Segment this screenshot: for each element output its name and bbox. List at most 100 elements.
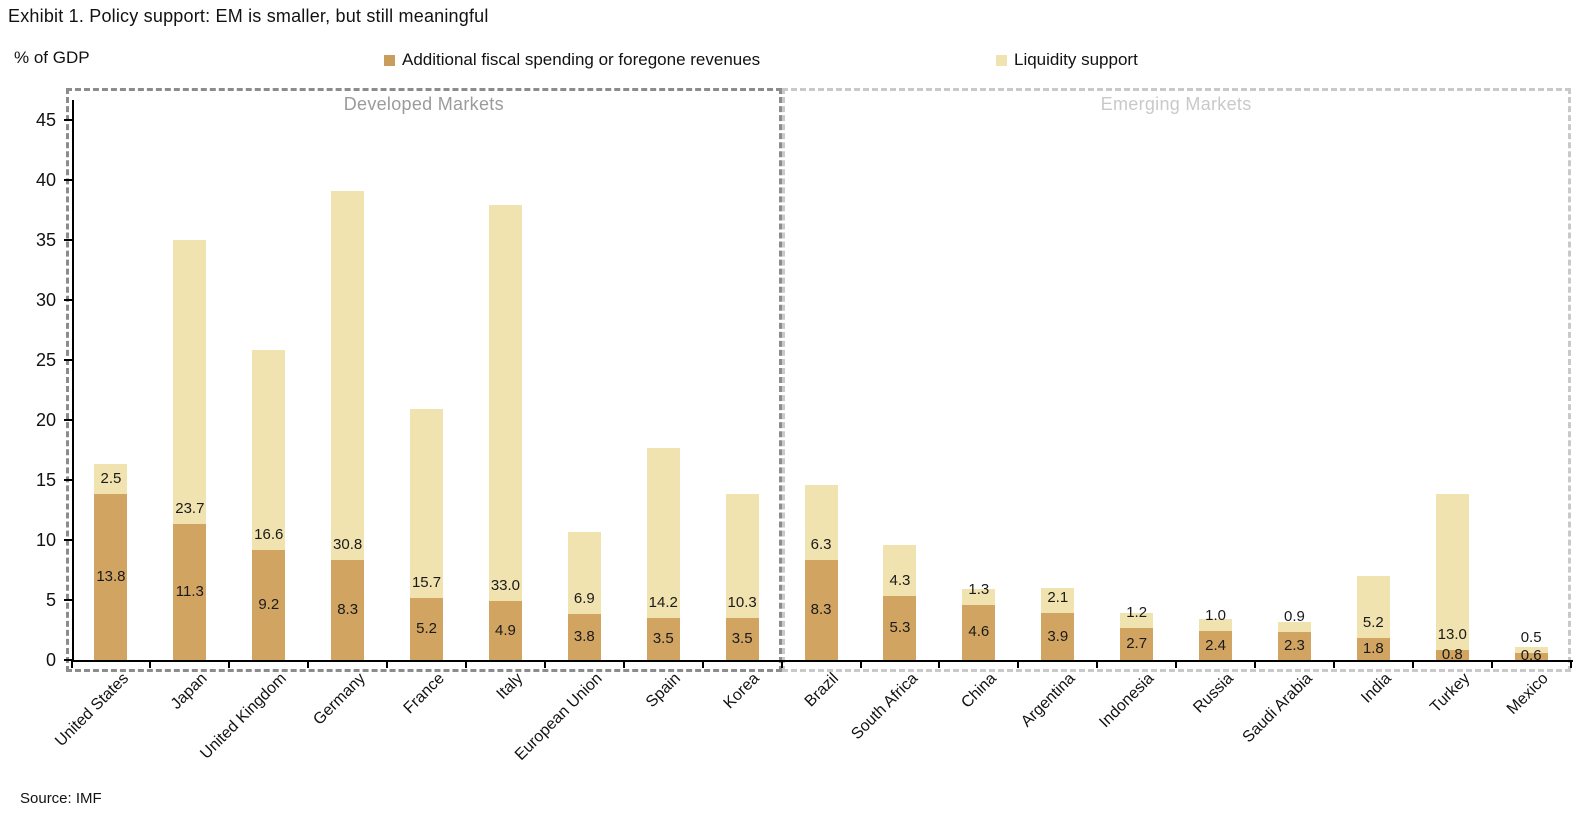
x-axis-label-russia: Russia: [1189, 670, 1237, 717]
bar-fiscal-argentina: [1041, 613, 1075, 660]
x-axis-label-united-states: United States: [52, 670, 132, 750]
x-axis-tick: [938, 660, 941, 668]
y-axis-tick-label: 30: [35, 290, 56, 310]
value-label-liquidity-brazil: 6.3: [810, 536, 832, 554]
x-axis-tick: [149, 660, 152, 668]
group-label-developed-markets: Developed Markets: [343, 94, 504, 114]
value-label-liquidity-argentina: 2.1: [1047, 589, 1069, 607]
bar-liquidity-japan: [173, 240, 207, 525]
bar-liquidity-mexico: [1514, 646, 1548, 653]
value-label-fiscal-spain: 3.5: [652, 630, 674, 647]
x-axis-tick: [1332, 660, 1335, 668]
bar-liquidity-south-africa: [883, 544, 917, 597]
y-axis-tick: [63, 239, 72, 241]
value-label-fiscal-south-africa: 5.3: [889, 619, 911, 637]
value-label-fiscal-germany: 8.3: [337, 601, 359, 619]
value-label-liquidity-china: 1.3: [968, 580, 990, 598]
bar-fiscal-india: [1356, 638, 1390, 660]
chart-title: Exhibit 1. Policy support: EM is smaller…: [8, 6, 489, 26]
value-label-fiscal-france: 5.2: [416, 619, 437, 637]
bar-fiscal-italy: [488, 601, 522, 660]
x-axis-label-indonesia: Indonesia: [1096, 670, 1158, 732]
value-label-fiscal-mexico: 0.6: [1520, 647, 1542, 665]
value-label-fiscal-india: 1.8: [1362, 640, 1384, 658]
y-axis-tick-label: 15: [35, 470, 56, 490]
y-axis-tick-label: 40: [35, 170, 56, 190]
value-label-liquidity-united-kingdom: 16.6: [254, 525, 284, 543]
bar-liquidity-saudi-arabia: [1277, 621, 1311, 633]
bar-fiscal-france: [410, 597, 444, 660]
x-axis-label-china: China: [958, 670, 1000, 712]
x-axis-label-brazil: Brazil: [801, 670, 843, 711]
bar-fiscal-united-states: [94, 494, 128, 660]
value-label-liquidity-indonesia: 1.2: [1126, 603, 1148, 621]
value-label-liquidity-mexico: 0.5: [1520, 628, 1542, 646]
y-axis-tick: [63, 599, 72, 601]
value-label-fiscal-russia: 2.4: [1205, 636, 1226, 654]
x-axis-tick: [859, 660, 862, 668]
x-axis-label-united-kingdom: United Kingdom: [197, 670, 290, 763]
bar-fiscal-russia: [1199, 631, 1233, 660]
y-axis-tick: [63, 119, 72, 121]
value-label-liquidity-russia: 1.0: [1205, 607, 1226, 625]
y-axis-tick: [63, 539, 72, 541]
value-label-fiscal-indonesia: 2.7: [1126, 634, 1148, 652]
value-label-liquidity-united-states: 2.5: [100, 470, 122, 488]
value-label-liquidity-saudi-arabia: 0.9: [1284, 608, 1305, 626]
y-axis-tick: [63, 419, 72, 421]
x-axis-label-argentina: Argentina: [1018, 670, 1079, 731]
bar-fiscal-indonesia: [1120, 627, 1154, 660]
x-axis-label-italy: Italy: [493, 670, 527, 703]
bar-fiscal-turkey: [1435, 650, 1469, 660]
legend-item-fiscal: Additional fiscal spending or foregone r…: [384, 50, 760, 70]
x-axis-label-japan: Japan: [168, 670, 211, 713]
value-label-fiscal-brazil: 8.3: [810, 601, 832, 619]
y-axis-tick-label: 35: [35, 230, 56, 250]
group-box-developed-markets: [66, 88, 782, 672]
bar-liquidity-european-union: [567, 531, 601, 615]
x-axis-tick: [1017, 660, 1020, 668]
x-axis-tick: [1096, 660, 1099, 668]
value-label-liquidity-european-union: 6.9: [573, 590, 595, 608]
bar-liquidity-germany: [331, 190, 365, 561]
y-axis-tick-label: 45: [35, 110, 56, 130]
x-axis-tick: [307, 660, 310, 668]
value-label-fiscal-european-union: 3.8: [573, 628, 595, 646]
bar-fiscal-korea: [725, 618, 759, 660]
source-note: Source: IMF: [20, 790, 102, 807]
y-axis-tick: [63, 359, 72, 361]
x-axis-tick: [1490, 660, 1493, 668]
value-label-liquidity-korea: 10.3: [727, 594, 757, 611]
x-axis-label-korea: Korea: [720, 670, 764, 713]
value-label-fiscal-saudi-arabia: 2.3: [1284, 637, 1305, 655]
bar-fiscal-brazil: [804, 560, 838, 660]
legend-label-liquidity: Liquidity support: [1014, 50, 1138, 69]
x-axis-tick: [465, 660, 467, 668]
x-axis-tick: [386, 660, 389, 668]
y-axis-tick: [63, 479, 72, 481]
value-label-liquidity-india: 5.2: [1362, 614, 1384, 632]
legend-swatch-fiscal-icon: [384, 54, 395, 66]
x-axis-tick: [228, 660, 231, 668]
x-axis-tick: [780, 660, 783, 668]
x-axis-label-mexico: Mexico: [1504, 670, 1553, 718]
bar-fiscal-saudi-arabia: [1277, 632, 1311, 660]
bar-fiscal-united-kingdom: [252, 549, 286, 660]
y-axis-tick-label: 10: [35, 530, 56, 550]
legend-item-liquidity: Liquidity support: [996, 50, 1138, 70]
x-axis-tick: [1569, 660, 1572, 668]
value-label-fiscal-japan: 11.3: [175, 583, 204, 601]
x-axis-tick: [70, 660, 73, 668]
bar-liquidity-russia: [1199, 619, 1233, 632]
value-label-fiscal-turkey: 0.8: [1441, 646, 1463, 664]
bar-liquidity-united-states: [94, 464, 128, 495]
x-axis-tick: [622, 660, 625, 668]
y-axis-unit-label: % of GDP: [14, 48, 90, 67]
legend-swatch-liquidity-icon: [996, 54, 1007, 66]
y-axis-tick: [63, 299, 72, 301]
value-label-fiscal-argentina: 3.9: [1047, 627, 1069, 645]
x-axis-label-india: India: [1357, 670, 1395, 707]
bar-liquidity-italy: [488, 205, 522, 602]
value-label-liquidity-italy: 33.0: [490, 577, 521, 595]
x-axis-tick: [543, 660, 546, 668]
